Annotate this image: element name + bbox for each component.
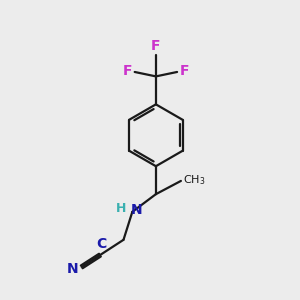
Text: F: F <box>123 64 132 78</box>
Text: F: F <box>179 64 189 78</box>
Text: N: N <box>67 262 79 276</box>
Text: N: N <box>131 203 142 218</box>
Text: C: C <box>96 237 106 251</box>
Text: H: H <box>116 202 126 215</box>
Text: CH$_3$: CH$_3$ <box>183 173 205 187</box>
Text: F: F <box>151 39 160 53</box>
